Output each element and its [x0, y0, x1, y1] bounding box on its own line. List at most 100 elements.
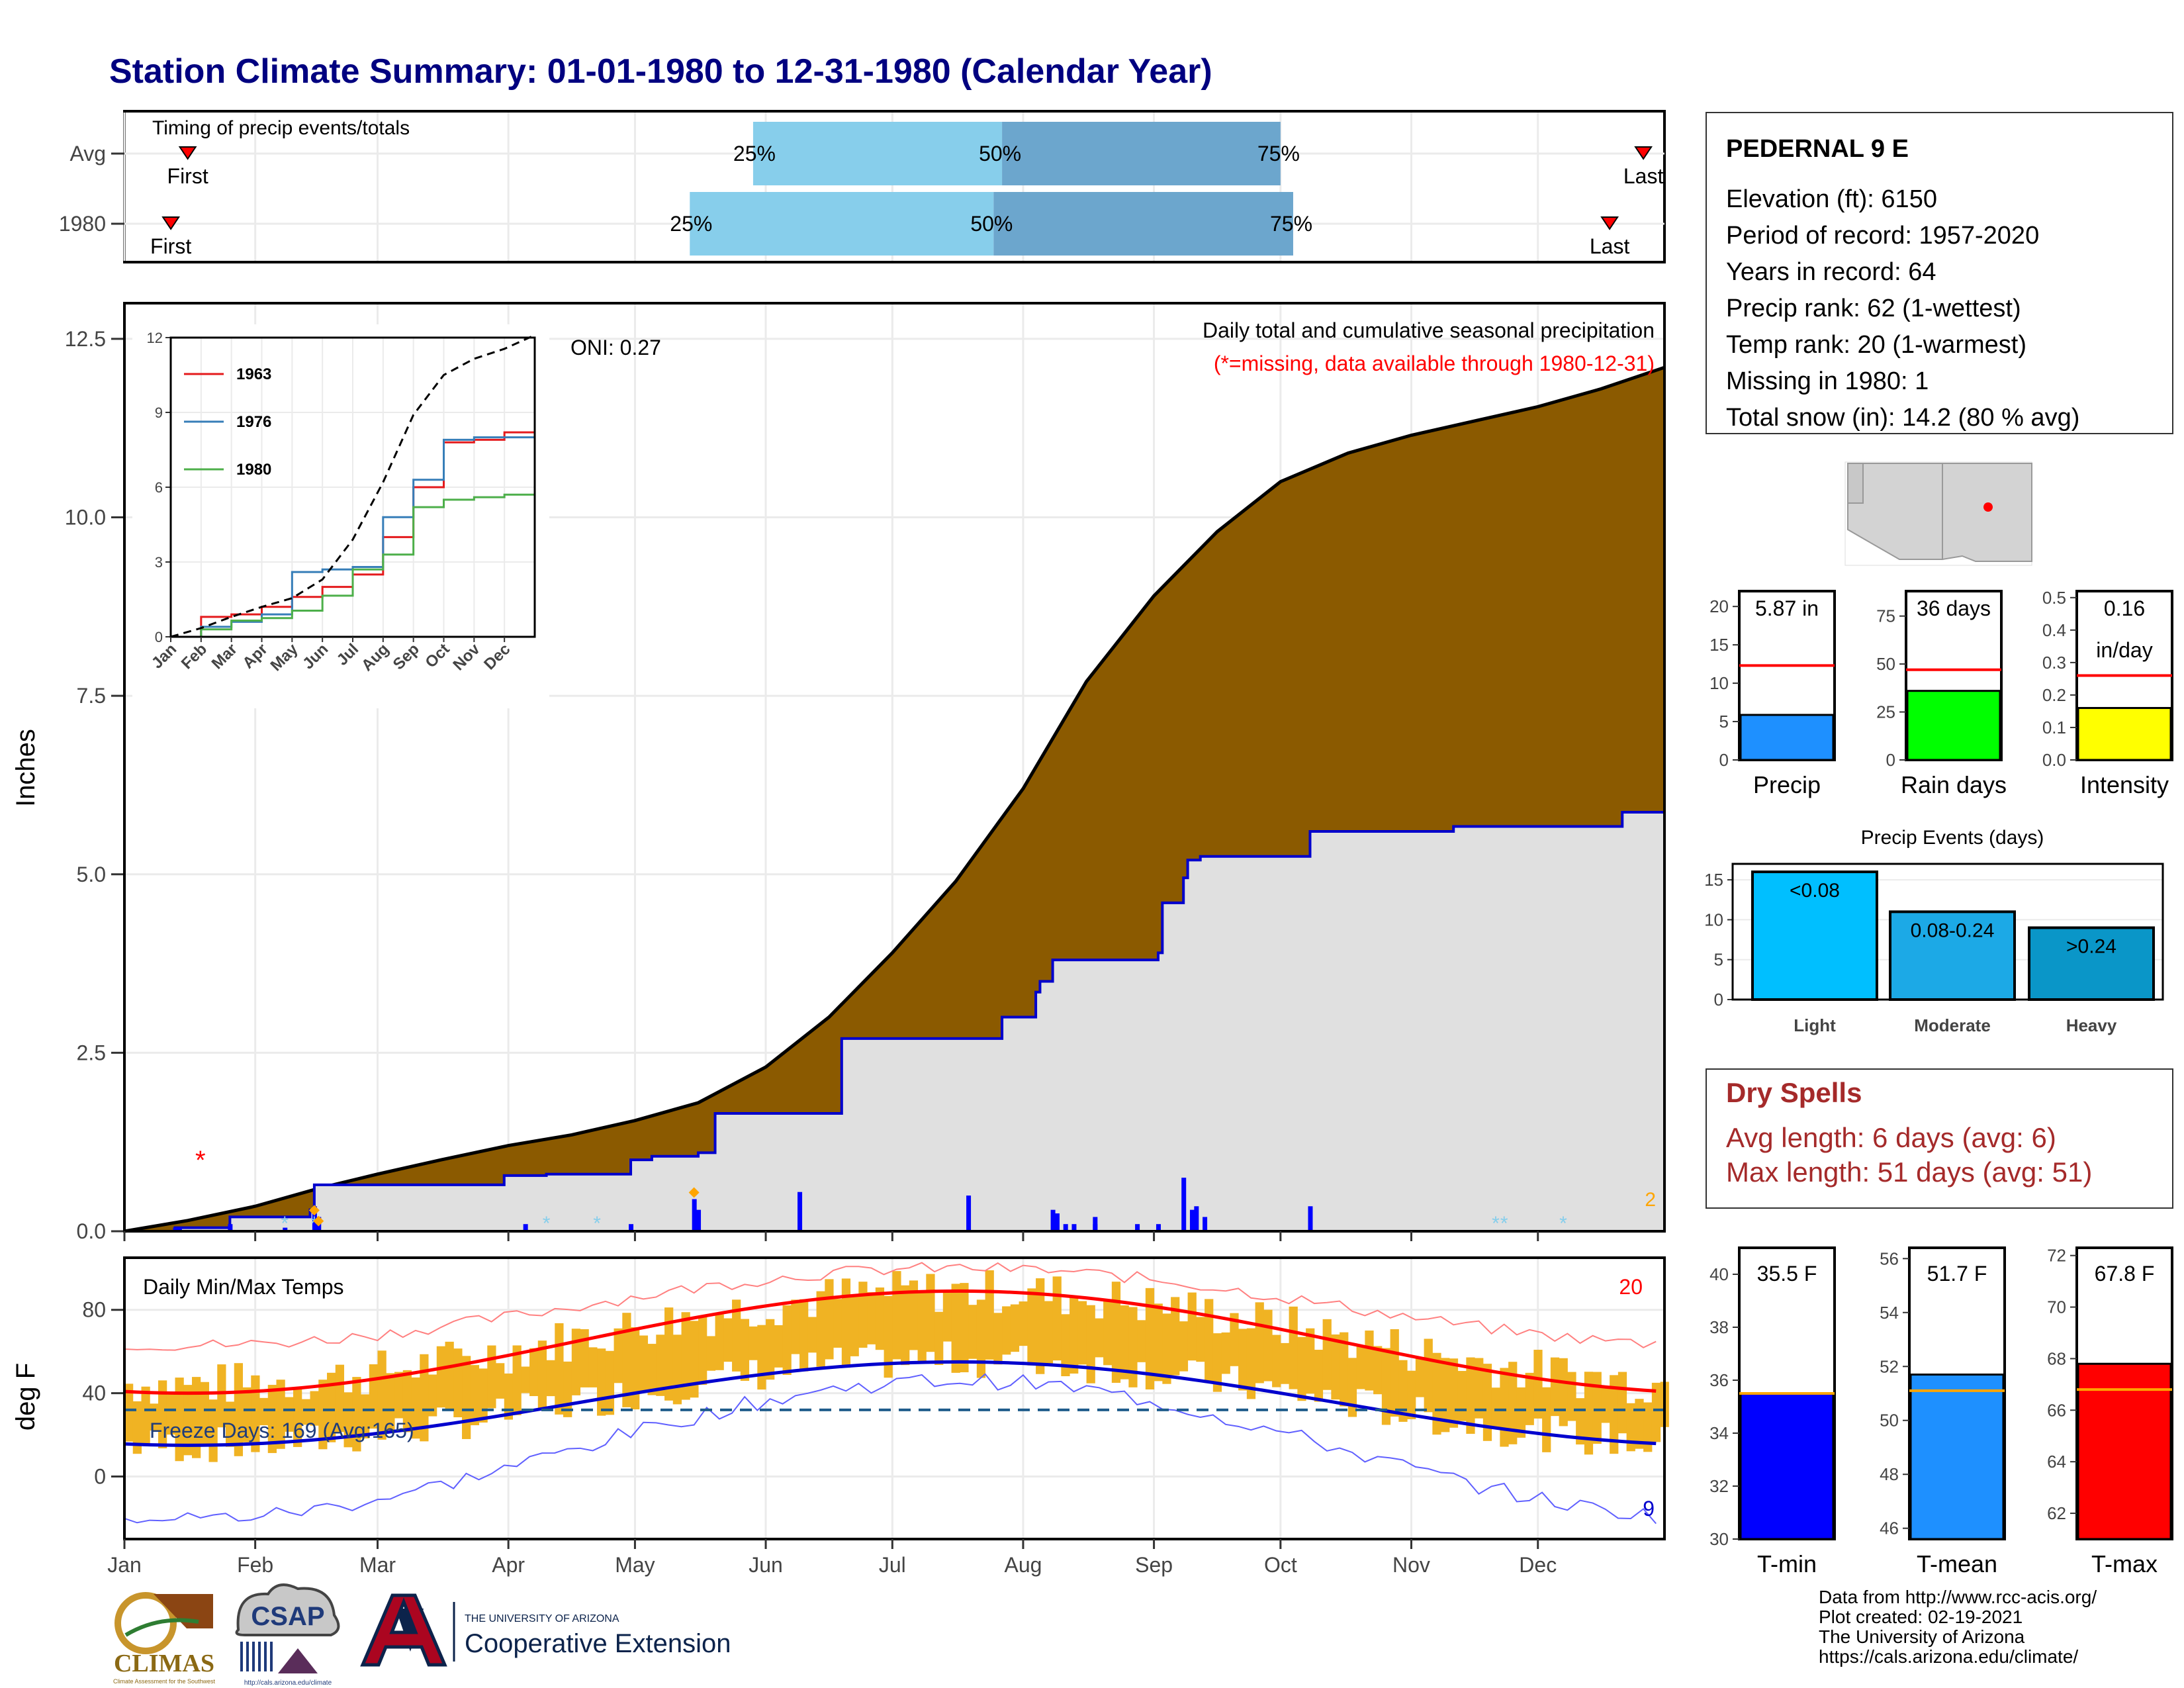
temp-gauge-bar — [1909, 1373, 2005, 1540]
daily-temp-bar — [1449, 1358, 1459, 1428]
climas-logo-text: CLIMAS — [114, 1650, 214, 1677]
gauge-tick-label: 0.4 — [2042, 620, 2066, 640]
daily-temp-bar — [529, 1348, 539, 1397]
temp-gauge-tick: 50 — [1880, 1411, 1899, 1430]
events-category-label: Moderate — [1914, 1015, 1991, 1035]
daily-temp-bar — [884, 1295, 893, 1378]
temp-gauge-tick: 70 — [2047, 1297, 2066, 1317]
temp-gauge-tick: 38 — [1709, 1317, 1729, 1337]
daily-temp-bar — [571, 1329, 581, 1395]
temp-gauge-tick: 54 — [1880, 1303, 1899, 1323]
daily-precip-bar — [1071, 1224, 1077, 1231]
daily-temp-bar — [1533, 1350, 1543, 1419]
dry-spells-max: Max length: 51 days (avg: 51) — [1726, 1156, 2092, 1188]
location-map — [1844, 461, 2032, 566]
daily-temp-bar — [453, 1348, 463, 1418]
gauge-tick-label: 0.3 — [2042, 653, 2066, 673]
daily-temp-bar — [470, 1365, 480, 1426]
daily-temp-bar — [858, 1282, 868, 1348]
daily-temp-bar — [1044, 1301, 1054, 1366]
daily-temp-bar — [1559, 1358, 1568, 1427]
daily-temp-bar — [960, 1283, 969, 1373]
daily-temp-bar — [124, 1383, 134, 1442]
daily-temp-bar — [1019, 1301, 1028, 1346]
temp-frame — [123, 1256, 1666, 1540]
daily-temp-bar — [791, 1299, 800, 1354]
daily-precip-bar — [1194, 1206, 1199, 1231]
daily-temp-bar — [799, 1299, 809, 1372]
gauge-label: Rain days — [1901, 771, 2007, 798]
timing-panel: Timing of precip events/totals Avg 25% 50% 7… — [59, 110, 1666, 263]
inset-legend-label: 1963 — [236, 365, 271, 383]
events-y-tick: 5 — [1714, 950, 1723, 970]
daily-temp-bar — [833, 1299, 842, 1348]
daily-precip-bar — [696, 1209, 702, 1231]
timing-row-label: 1980 — [59, 212, 106, 236]
daily-temp-bar — [867, 1292, 876, 1344]
daily-temp-bar — [1002, 1306, 1011, 1355]
temp-gauge-value: 67.8 F — [2095, 1262, 2155, 1286]
daily-temp-bar — [1221, 1332, 1230, 1374]
daily-temp-bar — [1542, 1387, 1551, 1452]
y-axis-label: Inches — [11, 729, 40, 807]
daily-temp-bar — [318, 1380, 328, 1450]
temp-gauge-tick: 34 — [1709, 1423, 1729, 1443]
daily-temp-bar — [1347, 1358, 1357, 1417]
daily-temp-bar — [1381, 1348, 1391, 1425]
daily-temp-bar — [1635, 1399, 1644, 1449]
temp-gauge-tick: 64 — [2047, 1452, 2066, 1472]
daily-temp-bar — [993, 1313, 1003, 1365]
dry-spells-box: Dry Spells Avg length: 6 days (avg: 6)Max… — [1706, 1068, 2173, 1209]
station-detail: Years in record: 64 — [1726, 258, 1936, 286]
timing-bar-q3 — [1002, 122, 1281, 185]
first-marker — [178, 146, 197, 160]
ua-small-text: THE UNIVERSITY OF ARIZONA — [465, 1613, 619, 1624]
footer-line: The University of Arizona — [1819, 1626, 2025, 1647]
inset-series-line — [171, 490, 536, 638]
first-label: First — [150, 234, 191, 258]
daily-temp-bar — [546, 1360, 555, 1397]
daily-temp-bar — [1171, 1297, 1180, 1376]
timing-bar-q2 — [690, 192, 994, 256]
daily-temp-bar — [1626, 1403, 1635, 1452]
temp-gauge-bar — [1739, 1392, 1835, 1540]
record-precip-marker — [313, 1215, 324, 1227]
snow-marker: * — [1559, 1213, 1567, 1235]
gauge-tick-label: 0 — [1886, 750, 1895, 770]
temp-gauge-value: 35.5 F — [1757, 1262, 1817, 1286]
daily-temp-bar — [1356, 1346, 1365, 1389]
daily-precip-bar — [1054, 1213, 1060, 1231]
daily-temp-bar — [1128, 1307, 1138, 1387]
daily-temp-bar — [715, 1314, 724, 1370]
events-frame — [1731, 863, 2164, 1001]
daily-temp-bar — [192, 1377, 201, 1458]
daily-temp-bar — [841, 1278, 851, 1368]
month-label: Dec — [1519, 1553, 1557, 1577]
daily-precip-bar — [1181, 1178, 1187, 1231]
inset-y-tick: 3 — [155, 554, 163, 571]
daily-temp-bar — [478, 1368, 488, 1423]
daily-temp-bar — [1500, 1368, 1509, 1447]
temp-panel-label: Daily Min/Max Temps — [143, 1275, 343, 1299]
daily-temp-bar — [723, 1318, 733, 1362]
daily-temp-bar — [1255, 1302, 1264, 1383]
daily-temp-bar — [335, 1364, 345, 1432]
gauge-label: Intensity — [2080, 771, 2169, 798]
daily-temp-bar — [901, 1285, 910, 1366]
daily-temp-bar — [512, 1345, 522, 1415]
daily-temp-bar — [234, 1363, 244, 1456]
daily-temp-bar — [1263, 1309, 1273, 1382]
station-detail: Missing in 1980: 1 — [1726, 367, 1929, 395]
gauge-value-unit: in/day — [2096, 638, 2152, 662]
station-detail: Period of record: 1957-2020 — [1726, 222, 2039, 250]
last-marker — [1600, 216, 1619, 230]
inset-bg — [132, 324, 549, 708]
daily-temp-bar — [580, 1329, 589, 1387]
temp-gauge-tick: 48 — [1880, 1464, 1899, 1484]
climas-logo-subtext: Climate Assessment for the Southwest — [113, 1678, 216, 1685]
p50-label: 50% — [970, 212, 1013, 236]
daily-temp-bar — [1061, 1314, 1070, 1377]
daily-temp-bar — [1482, 1364, 1492, 1441]
month-label: Mar — [359, 1553, 396, 1577]
daily-temp-bar — [487, 1345, 496, 1409]
